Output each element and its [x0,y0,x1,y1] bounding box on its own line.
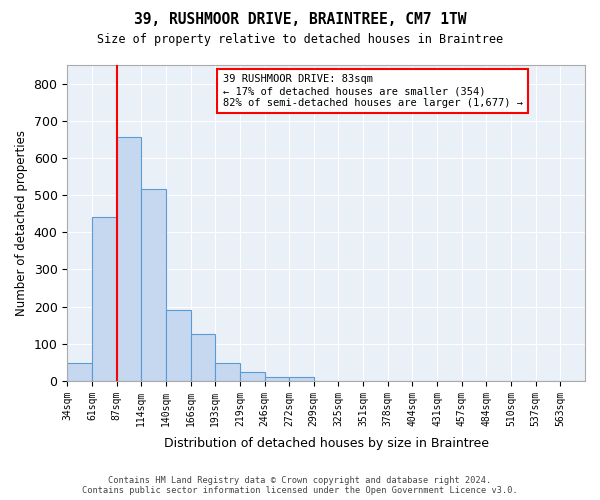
Text: Size of property relative to detached houses in Braintree: Size of property relative to detached ho… [97,32,503,46]
Bar [289,377,314,381]
Bar [215,364,240,381]
Bar [141,189,166,381]
Text: 39 RUSHMOOR DRIVE: 83sqm
← 17% of detached houses are smaller (354)
82% of semi-: 39 RUSHMOOR DRIVE: 83sqm ← 17% of detach… [223,74,523,108]
Bar [240,372,265,381]
Text: Contains HM Land Registry data © Crown copyright and database right 2024.
Contai: Contains HM Land Registry data © Crown c… [82,476,518,495]
Bar [92,216,116,381]
Y-axis label: Number of detached properties: Number of detached properties [15,130,28,316]
Bar [67,364,92,381]
Bar [116,136,141,381]
Text: 39, RUSHMOOR DRIVE, BRAINTREE, CM7 1TW: 39, RUSHMOOR DRIVE, BRAINTREE, CM7 1TW [134,12,466,28]
Bar [191,334,215,381]
Bar [265,377,289,381]
X-axis label: Distribution of detached houses by size in Braintree: Distribution of detached houses by size … [164,437,488,450]
Bar [166,310,191,381]
